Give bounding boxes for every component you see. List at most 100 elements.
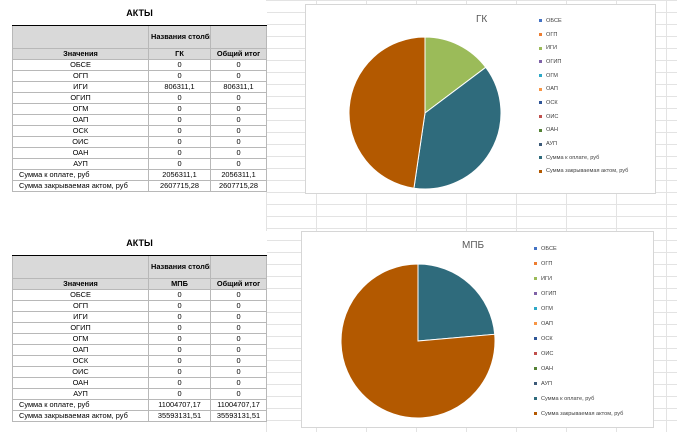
row-label[interactable]: Сумма к оплате, руб [12,399,149,411]
table-row[interactable]: ОСК 0 0 [12,355,268,367]
row-value[interactable]: 2607715,28 [148,180,211,192]
pie-slice[interactable] [348,36,426,189]
pie-slice[interactable] [424,36,487,115]
legend-entry[interactable]: ОАН [539,124,628,138]
row-total[interactable]: 0 [209,158,268,170]
row-value[interactable]: 0 [148,322,211,334]
row-value[interactable]: 0 [148,59,211,71]
row-total[interactable]: 2607715,28 [209,180,268,192]
row-value[interactable]: 11004707,17 [148,399,211,411]
row-value[interactable]: 0 [148,311,211,323]
row-total[interactable]: 806311,1 [209,81,268,93]
legend-entry[interactable]: ОГИП [534,286,623,301]
legend-entry[interactable]: АУП [534,376,623,391]
row-value[interactable]: 0 [148,103,211,115]
legend-entry[interactable]: ОАН [534,361,623,376]
row-label[interactable]: ОИС [12,136,149,148]
row-value[interactable]: 35593131,51 [148,410,211,422]
row-value[interactable]: 0 [148,125,211,137]
row-total[interactable]: 0 [209,344,268,356]
table-row[interactable]: ОАН 0 0 [12,377,268,389]
pie-plot[interactable] [340,262,496,422]
column-labels-header[interactable]: Названия столбцов [148,25,211,49]
legend-entry[interactable]: ОСК [539,96,628,110]
row-label[interactable]: ОГИП [12,92,149,104]
row-label[interactable]: ОАП [12,344,149,356]
row-label[interactable]: Сумма к оплате, руб [12,169,149,181]
table-row[interactable]: Сумма закрываемая актом, руб 35593131,51 3… [12,410,268,422]
table-row[interactable]: ОГМ 0 0 [12,333,268,345]
table-row[interactable]: ОИС 0 0 [12,136,268,148]
row-value[interactable]: 2056311,1 [148,169,211,181]
table-row[interactable]: ОГП 0 0 [12,300,268,312]
pie-chart-mpb[interactable]: МПБ ОБСЕ ОГП ИГИ ОГИП ОГМ ОАП ОСК ОИС ОАН АУП Сумм… [301,231,654,428]
legend-entry[interactable]: ОГМ [539,69,628,83]
legend-entry[interactable]: ОСК [534,331,623,346]
row-value[interactable]: 806311,1 [148,81,211,93]
row-label[interactable]: ОГП [12,70,149,82]
row-label[interactable]: ОБСЕ [12,289,149,301]
row-total[interactable]: 0 [209,300,268,312]
row-total[interactable]: 2056311,1 [209,169,268,181]
table-row[interactable]: ОГИП 0 0 [12,92,268,104]
row-label[interactable]: ОГМ [12,333,149,345]
row-label[interactable]: ИГИ [12,311,149,323]
column-labels-header[interactable]: Названия столбцов [148,255,211,279]
row-total[interactable]: 0 [209,147,268,159]
row-label[interactable]: ОСК [12,355,149,367]
table-row[interactable]: ОБСЕ 0 0 [12,59,268,71]
row-total[interactable]: 0 [209,311,268,323]
table-row[interactable]: ОГИП 0 0 [12,322,268,334]
legend-entry[interactable]: Сумма к оплате, руб [539,151,628,165]
pivot-table-gk[interactable]: АКТЫ Названия столбцов Значения ГК Общий… [12,1,268,192]
row-label[interactable]: ОАН [12,147,149,159]
row-total[interactable]: 0 [209,355,268,367]
row-label[interactable]: ОБСЕ [12,59,149,71]
row-value[interactable]: 0 [148,92,211,104]
row-total[interactable]: 11004707,17 [209,399,268,411]
legend-entry[interactable]: ОИС [539,110,628,124]
row-total[interactable]: 35593131,51 [209,410,268,422]
row-label[interactable]: ОАП [12,114,149,126]
row-value[interactable]: 0 [148,300,211,312]
row-value[interactable]: 0 [148,344,211,356]
legend-entry[interactable]: ОАП [539,82,628,96]
row-total[interactable]: 0 [209,388,268,400]
table-row[interactable]: ОАН 0 0 [12,147,268,159]
row-total[interactable]: 0 [209,322,268,334]
table-row[interactable]: ОИС 0 0 [12,366,268,378]
row-label[interactable]: ОИС [12,366,149,378]
row-label[interactable]: ИГИ [12,81,149,93]
pie-slice[interactable] [413,66,502,190]
row-value[interactable]: 0 [148,147,211,159]
pie-chart-gk[interactable]: ГК ОБСЕ ОГП ИГИ ОГИП ОГМ ОАП ОСК ОИС ОАН АУП Сумма… [305,4,656,194]
table-row[interactable]: ОСК 0 0 [12,125,268,137]
row-total[interactable]: 0 [209,114,268,126]
row-total[interactable]: 0 [209,377,268,389]
row-total[interactable]: 0 [209,366,268,378]
table-row[interactable]: ОГП 0 0 [12,70,268,82]
row-total[interactable]: 0 [209,59,268,71]
row-value[interactable]: 0 [148,136,211,148]
row-value[interactable]: 0 [148,366,211,378]
table-row[interactable]: Сумма закрываемая актом, руб 2607715,28 26… [12,180,268,192]
row-total[interactable]: 0 [209,289,268,301]
table-row[interactable]: ИГИ 806311,1 806311,1 [12,81,268,93]
pie-slice[interactable] [417,263,496,342]
table-row[interactable]: АУП 0 0 [12,158,268,170]
row-label[interactable]: АУП [12,388,149,400]
legend-entry[interactable]: ОГП [539,28,628,42]
legend-entry[interactable]: ОАП [534,316,623,331]
pivot-table-mpb[interactable]: АКТЫ Названия столбцов Значения МПБ Общи… [12,231,268,422]
legend-entry[interactable]: ОИС [534,346,623,361]
row-total[interactable]: 0 [209,70,268,82]
table-row[interactable]: Сумма к оплате, руб 11004707,17 11004707,1… [12,399,268,411]
row-label[interactable]: ОГП [12,300,149,312]
pie-plot[interactable] [348,36,502,190]
row-value[interactable]: 0 [148,377,211,389]
legend-entry[interactable]: АУП [539,137,628,151]
row-label[interactable]: Сумма закрываемая актом, руб [12,410,149,422]
table-row[interactable]: ОГМ 0 0 [12,103,268,115]
legend-entry[interactable]: Сумма к оплате, руб [534,391,623,406]
legend-entry[interactable]: ИГИ [539,41,628,55]
